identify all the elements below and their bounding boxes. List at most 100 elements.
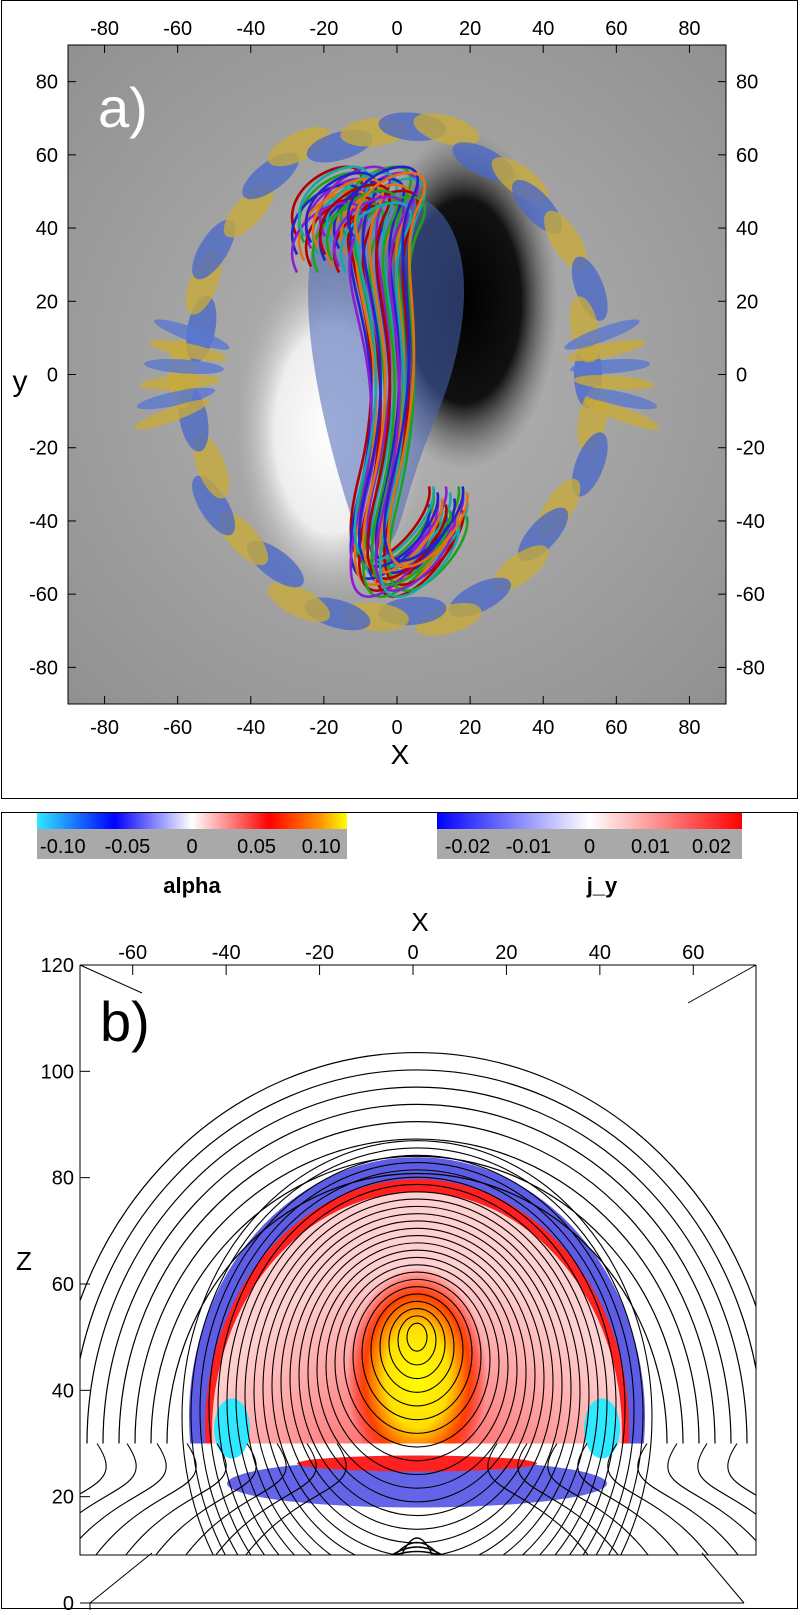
bottom-arcade [315, 1556, 519, 1603]
isosurface-finger [570, 358, 650, 375]
rope-contour [325, 1256, 509, 1476]
rope-contour [406, 1322, 428, 1352]
jy-colorbar-ticks-bg [437, 829, 742, 859]
rope-contour [253, 1198, 581, 1555]
y-tick-label-left: -80 [29, 657, 58, 679]
z-tick-label: 60 [52, 1274, 74, 1296]
jy-colorbar [437, 807, 742, 829]
colorbar-tick-label: 0.02 [692, 836, 731, 858]
panel-a-axes: -80 -80 -60 -60 -40 -40 -20 -20 0 0 20 20 40 40 60 60 80… [29, 18, 765, 739]
yellow-core [347, 1267, 487, 1488]
x-tick-label-bottom: 40 [532, 717, 554, 739]
panel-b-axes: -60 -40 -20 0 20 40 60 0 20 40 60 80 100 120 [41, 942, 705, 1615]
lower-field-line [697, 1443, 756, 1515]
blue-lower-lobe [227, 1459, 607, 1508]
z-tick-label: 120 [41, 955, 74, 977]
cyan-left [214, 1398, 250, 1459]
alpha-colorbar [37, 807, 347, 829]
overlying-arc [102, 1103, 732, 1444]
isosurface-finger [564, 319, 640, 350]
alpha-colorbar-ticks-bg [37, 829, 347, 859]
colorbar-tick-label: 0 [584, 836, 595, 858]
cyan-right [584, 1398, 620, 1459]
x-tick-label-bottom: -60 [163, 717, 192, 739]
field-line [353, 171, 469, 568]
y-tick-label-right: -80 [736, 657, 765, 679]
lower-field-line [517, 1443, 619, 1555]
isosurface-finger [578, 387, 658, 410]
y-tick-label-left: 0 [47, 365, 58, 387]
isosurfaces [134, 112, 660, 636]
alpha-colorbar-title: alpha [163, 873, 221, 898]
x-tick-label-bottom: 0 [391, 717, 402, 739]
rope-contour [190, 1147, 644, 1555]
lower-field-line [607, 1443, 709, 1555]
x-tick-label-bottom: 20 [459, 717, 481, 739]
isosurface-blob [192, 475, 236, 536]
panel-b: -0.10 -0.05 0 0.05 0.10 alpha -0.02 -0.01 0 0.0… [1, 807, 799, 1615]
isosurface-blob [223, 183, 275, 238]
bottom-arcade [261, 1570, 573, 1604]
rope-contour [181, 1140, 653, 1555]
x-tick-label-bottom: -20 [309, 717, 338, 739]
lower-field-line [2, 1444, 76, 1604]
isosurface-blob [544, 210, 588, 271]
x-tick-label-top: 20 [459, 18, 481, 40]
rope-contour [235, 1183, 599, 1555]
y-tick-label-left: -40 [29, 511, 58, 533]
rope-contour [388, 1308, 446, 1380]
x-tick-label-bottom: 80 [678, 717, 700, 739]
rope-contour [316, 1249, 518, 1489]
colorbar-tick-label: -0.05 [105, 836, 151, 858]
field-line [346, 165, 465, 562]
overlying-arc [80, 1069, 756, 1373]
y-tick-label-right: -40 [736, 511, 765, 533]
z-tick-label: 100 [41, 1061, 74, 1083]
jy-colorbar-title: j_y [586, 873, 618, 898]
bottom-arcade [279, 1565, 555, 1603]
lower-field-line [758, 1444, 799, 1604]
lower-field-line [80, 1443, 167, 1540]
alpha-colorbar-ticks: -0.10 -0.05 0 0.05 0.10 [40, 836, 341, 858]
x-tick-label-top: 80 [678, 18, 700, 40]
panel-a-figure: -80 -80 -60 -60 -40 -40 -20 -20 0 0 20 20 40 40 60 60 80… [13, 18, 765, 770]
x-tick-label-top: -80 [90, 18, 119, 40]
z-tick-label: 40 [52, 1380, 74, 1402]
isosurface-blob [267, 126, 331, 167]
y-tick-label-right: 20 [736, 291, 758, 313]
panel-b-figure: -0.10 -0.05 0 0.05 0.10 alpha -0.02 -0.01 0 0.0… [2, 807, 799, 1615]
overlying-arc [134, 1138, 700, 1444]
lower-field-line [667, 1443, 756, 1542]
overlying-arc [86, 1086, 748, 1444]
colorbar-tick-label: 0.10 [302, 836, 341, 858]
y-tick-label-left: 60 [36, 145, 58, 167]
y-tick-label-right: 40 [736, 218, 758, 240]
lower-field-line [80, 1443, 107, 1495]
rope-contour [370, 1293, 464, 1407]
jy-colorbar-ticks: -0.02 -0.01 0 0.01 0.02 [445, 836, 731, 858]
colorbar-tick-label: 0.01 [631, 836, 670, 858]
lower-field-line [727, 1443, 756, 1496]
isosurface-blob [267, 582, 331, 623]
y-tick-label-right: -60 [736, 584, 765, 606]
isosurface-finger [566, 339, 646, 362]
x-tick-label: 20 [495, 942, 517, 964]
lower-field-line [637, 1443, 739, 1555]
field-line [297, 165, 436, 562]
rope-contour [343, 1271, 491, 1448]
overlying-arc [166, 1172, 668, 1444]
x-tick-label-top: -20 [309, 18, 338, 40]
lower-field-line [215, 1443, 317, 1555]
colorbar-tick-label: -0.01 [506, 836, 552, 858]
x-tick-label: -20 [305, 942, 334, 964]
isosurface-finger [574, 374, 654, 391]
x-tick-label: -60 [118, 942, 147, 964]
isosurface-finger [584, 399, 660, 430]
panel-a: -80 -80 -60 -60 -40 -40 -20 -20 0 0 20 20 40 40 60 60 80… [1, 0, 798, 799]
y-tick-label-right: -20 [736, 438, 765, 460]
rope-contour [244, 1191, 590, 1555]
x-tick-label-bottom: 60 [605, 717, 627, 739]
overlying-arc [118, 1121, 716, 1444]
colorbar-tick-label: 0 [186, 836, 197, 858]
bottom-arcade [394, 1542, 440, 1555]
